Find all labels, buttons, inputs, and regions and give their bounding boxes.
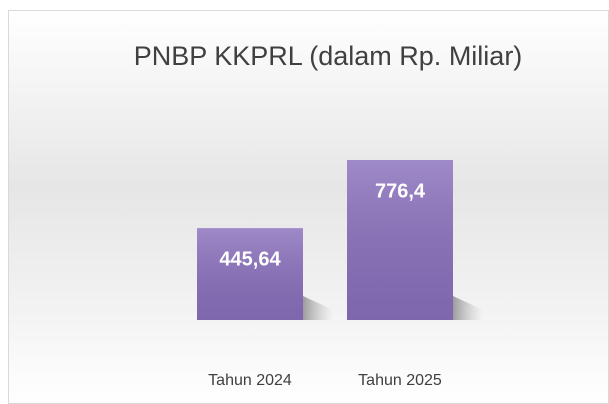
bar-sheen (197, 228, 303, 320)
bar-shadow (303, 296, 333, 320)
data-label: 445,64 (219, 248, 281, 270)
x-tick-label: Tahun 2024 (208, 372, 292, 389)
bar-sheen (347, 160, 453, 320)
data-label: 776,4 (375, 180, 426, 202)
x-tick-label: Tahun 2025 (358, 372, 442, 389)
bar-shadow (453, 296, 483, 320)
chart-title: PNBP KKPRL (dalam Rp. Miliar) (134, 41, 523, 71)
chart-frame (8, 10, 609, 404)
